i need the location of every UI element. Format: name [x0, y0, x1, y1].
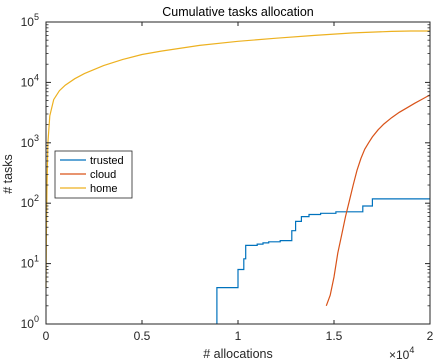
- series-line-trusted: [216, 198, 430, 324]
- x-axis-multiplier: ×104: [389, 345, 414, 362]
- y-tick-label: 105: [21, 12, 39, 29]
- chart-title: Cumulative tasks allocation: [162, 5, 314, 19]
- x-tick-label: 0.5: [134, 329, 151, 343]
- x-axis-multiplier-exponent: 4: [409, 345, 414, 355]
- legend-label-trusted: trusted: [90, 155, 124, 167]
- x-axis: 0 0.5 1 1.5 2: [43, 22, 433, 343]
- x-tick-label: 1: [235, 329, 242, 343]
- y-tick-label: 100: [21, 314, 39, 331]
- series-line-cloud: [325, 94, 431, 307]
- y-tick-label: 104: [21, 72, 39, 89]
- y-tick-label: 101: [21, 254, 39, 271]
- y-axis: 100 101 102 103 104 105: [21, 12, 430, 331]
- y-axis-title: # tasks: [1, 154, 15, 194]
- legend-label-cloud: cloud: [90, 169, 116, 181]
- y-tick-label: 102: [21, 193, 39, 210]
- series-line-home: [45, 30, 430, 288]
- legend-label-home: home: [90, 183, 118, 195]
- y-tick-label: 103: [21, 133, 39, 150]
- x-tick-label: 2: [427, 329, 433, 343]
- x-tick-label: 0: [43, 329, 50, 343]
- legend: trusted cloud home: [54, 150, 133, 199]
- x-axis-title: # allocations: [203, 347, 273, 361]
- x-tick-label: 1.5: [326, 329, 343, 343]
- x-axis-multiplier-base: ×10: [389, 348, 410, 362]
- series-layer: [45, 30, 431, 324]
